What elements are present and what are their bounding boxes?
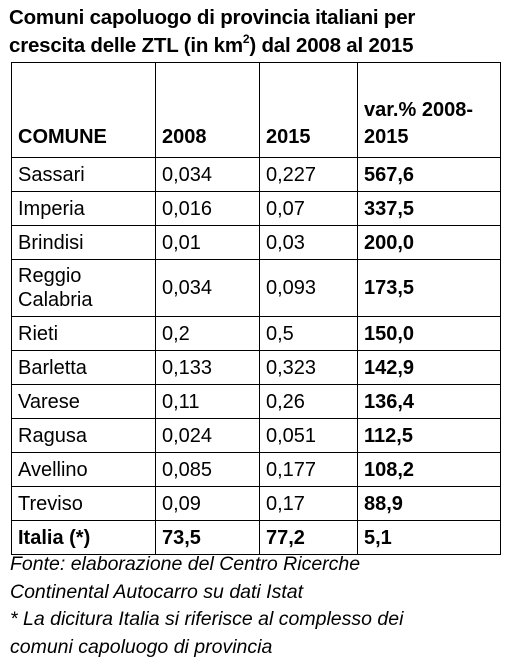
cell-comune: Sassari xyxy=(11,157,156,192)
total-var: 5,1 xyxy=(357,520,501,555)
table-row: Treviso 0,09 0,17 88,9 xyxy=(11,486,501,521)
total-comune: Italia (*) xyxy=(11,520,156,555)
cell-comune: Treviso xyxy=(11,486,156,521)
total-2015: 77,2 xyxy=(259,520,358,555)
cell-2015: 0,17 xyxy=(259,486,358,521)
cell-var: 136,4 xyxy=(357,384,501,419)
footnote-line-2: Continental Autocarro su dati Istat xyxy=(10,580,304,603)
cell-var: 200,0 xyxy=(357,225,501,260)
cell-var: 150,0 xyxy=(357,316,501,351)
footnote-line-1: Fonte: elaborazione del Centro Ricerche xyxy=(10,553,361,575)
table-row: Ragusa 0,024 0,051 112,5 xyxy=(11,418,501,453)
table-row: Rieti 0,2 0,5 150,0 xyxy=(11,316,501,351)
cell-2008: 0,024 xyxy=(155,418,260,453)
header-row: COMUNE 2008 2015 var.% 2008- 2015 xyxy=(11,62,501,158)
table-row: Imperia 0,016 0,07 337,5 xyxy=(11,191,501,226)
total-2008: 73,5 xyxy=(155,520,260,555)
table-row: Sassari 0,034 0,227 567,6 xyxy=(11,157,501,192)
comune-name-line: Varese xyxy=(18,390,80,413)
cell-2008: 0,016 xyxy=(155,191,260,226)
ztl-table: COMUNE 2008 2015 var.% 2008- 2015 Sassari… xyxy=(11,62,501,555)
cell-var: 108,2 xyxy=(357,452,501,487)
cell-2015: 0,227 xyxy=(259,157,358,192)
title-line-2: crescita delle ZTL (in km2) dal 2008 al … xyxy=(9,32,504,60)
footnote: Fonte: elaborazione del Centro Ricerche … xyxy=(10,551,505,661)
cell-2015: 0,5 xyxy=(259,316,358,351)
cell-var: 112,5 xyxy=(357,418,501,453)
cell-comune: Varese xyxy=(11,384,156,419)
comune-name-line: Brindisi xyxy=(18,231,84,254)
table-row: Barletta 0,133 0,323 142,9 xyxy=(11,350,501,385)
cell-2008: 0,2 xyxy=(155,316,260,351)
table-row: Reggio Calabria 0,034 0,093 173,5 xyxy=(11,259,501,317)
cell-2008: 0,01 xyxy=(155,225,260,260)
cell-var: 337,5 xyxy=(357,191,501,226)
cell-comune: Brindisi xyxy=(11,225,156,260)
cell-comune: Reggio Calabria xyxy=(11,259,156,317)
footnote-line-3: * La dicitura Italia si riferisce al com… xyxy=(10,608,404,630)
title-line-2-suffix: ) dal 2008 al 2015 xyxy=(249,34,414,57)
comune-name-line: Ragusa xyxy=(18,424,87,447)
cell-2008: 0,034 xyxy=(155,157,260,192)
comune-name-line: Rieti xyxy=(18,322,59,345)
cell-var: 567,6 xyxy=(357,157,501,192)
comune-name-line: Imperia xyxy=(18,197,85,220)
cell-var: 142,9 xyxy=(357,350,501,385)
comune-name-line: Barletta xyxy=(18,356,87,379)
cell-2015: 0,03 xyxy=(259,225,358,260)
cell-comune: Avellino xyxy=(11,452,156,487)
cell-var: 173,5 xyxy=(357,259,501,317)
table-body: Sassari 0,034 0,227 567,6 Imperia 0,016 0,07 33… xyxy=(11,157,501,555)
cell-2008: 0,034 xyxy=(155,259,260,317)
header-comune: COMUNE xyxy=(11,62,156,158)
chart-title: Comuni capoluogo di provincia italiani p… xyxy=(9,4,504,60)
cell-2015: 0,093 xyxy=(259,259,358,317)
header-2015: 2015 xyxy=(259,62,358,158)
table-row: Varese 0,11 0,26 136,4 xyxy=(11,384,501,419)
cell-2008: 0,085 xyxy=(155,452,260,487)
cell-comune: Barletta xyxy=(11,350,156,385)
cell-2015: 0,07 xyxy=(259,191,358,226)
footnote-line-4: comuni capoluogo di provincia xyxy=(10,635,273,658)
cell-var: 88,9 xyxy=(357,486,501,521)
title-line-1: Comuni capoluogo di provincia italiani p… xyxy=(9,6,416,29)
cell-2015: 0,323 xyxy=(259,350,358,385)
title-line-2-prefix: crescita delle ZTL (in km xyxy=(9,34,243,57)
cell-2015: 0,051 xyxy=(259,418,358,453)
comune-name-line: Calabria xyxy=(18,289,93,311)
cell-2015: 0,26 xyxy=(259,384,358,419)
cell-2015: 0,177 xyxy=(259,452,358,487)
comune-name-line: Avellino xyxy=(18,458,88,481)
cell-comune: Rieti xyxy=(11,316,156,351)
comune-name-line: Reggio xyxy=(18,265,82,287)
header-var-line-2: 2015 xyxy=(364,126,409,148)
title-superscript: 2 xyxy=(242,32,250,47)
header-2008: 2008 xyxy=(155,62,260,158)
comune-name-line: Treviso xyxy=(18,492,83,515)
header-var-line-1: var.% 2008- xyxy=(364,99,473,121)
comune-name-line: Sassari xyxy=(18,163,85,186)
cell-2008: 0,09 xyxy=(155,486,260,521)
header-var: var.% 2008- 2015 xyxy=(357,62,501,158)
table-row: Avellino 0,085 0,177 108,2 xyxy=(11,452,501,487)
total-row: Italia (*) 73,5 77,2 5,1 xyxy=(11,520,501,555)
table-row: Brindisi 0,01 0,03 200,0 xyxy=(11,225,501,260)
cell-comune: Ragusa xyxy=(11,418,156,453)
cell-2008: 0,11 xyxy=(155,384,260,419)
cell-comune: Imperia xyxy=(11,191,156,226)
cell-2008: 0,133 xyxy=(155,350,260,385)
